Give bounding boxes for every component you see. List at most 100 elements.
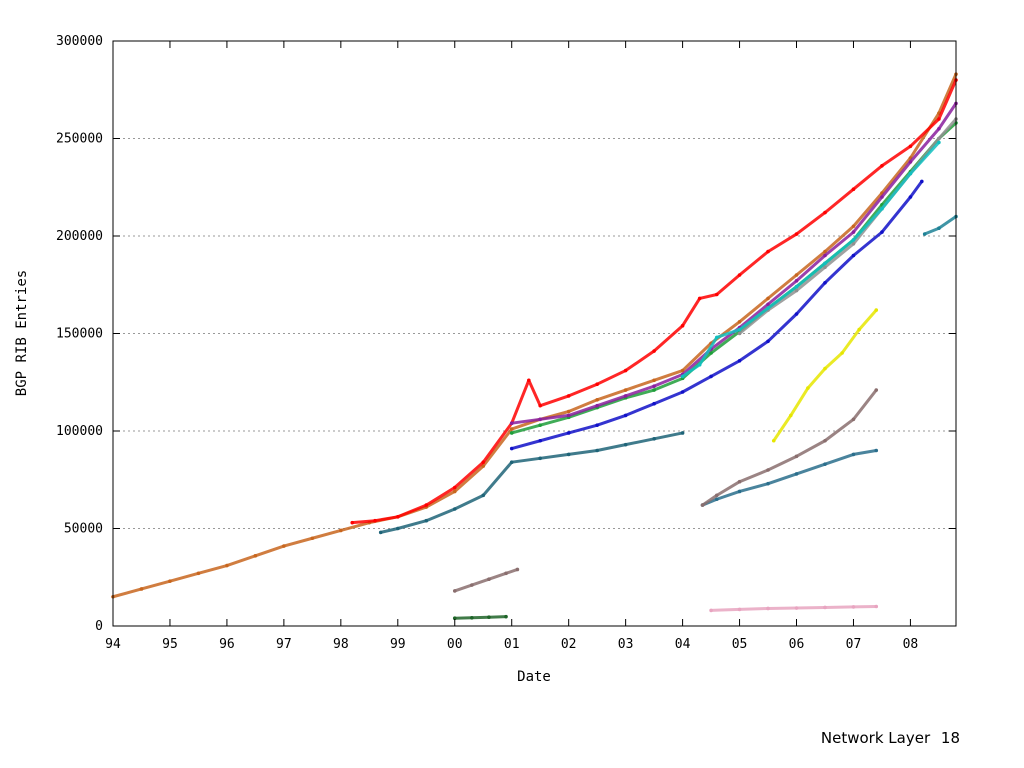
data-point <box>908 171 913 176</box>
series-cyan <box>680 140 941 379</box>
data-point <box>823 265 827 270</box>
x-tick-label: 06 <box>789 637 805 652</box>
data-point <box>937 126 941 131</box>
data-point <box>504 614 508 619</box>
data-point <box>908 160 913 164</box>
series-red <box>350 78 958 525</box>
x-tick-label: 94 <box>105 637 121 652</box>
data-point <box>623 413 628 418</box>
data-point <box>652 437 656 441</box>
data-point <box>509 460 514 465</box>
series-line <box>511 180 924 450</box>
series-line <box>924 215 957 236</box>
data-point <box>851 187 856 191</box>
data-point <box>282 544 286 548</box>
data-point <box>789 413 793 418</box>
data-point <box>395 526 400 531</box>
series-dark-green-early <box>452 614 508 620</box>
data-point <box>880 195 884 199</box>
data-point <box>823 281 827 285</box>
y-tick-label: 250000 <box>56 132 103 147</box>
data-point <box>527 378 531 383</box>
y-tick-label: 300000 <box>56 34 103 49</box>
data-point <box>697 296 702 301</box>
data-point <box>623 368 628 373</box>
data-point <box>823 438 827 443</box>
x-tick-label: 00 <box>447 637 463 652</box>
y-axis: 0 50000 100000 150000 200000 250000 300000 <box>56 34 956 634</box>
series-line <box>112 73 958 599</box>
series-layer <box>111 72 958 620</box>
data-point <box>851 605 856 609</box>
series-dark-teal <box>378 431 685 535</box>
data-point <box>823 261 827 266</box>
data-point <box>566 413 571 418</box>
y-tick-label: 150000 <box>56 327 103 342</box>
data-point <box>623 442 628 447</box>
series-pink <box>709 604 879 613</box>
data-point <box>794 472 799 476</box>
data-point <box>709 374 713 379</box>
series-yellow <box>771 308 879 443</box>
data-point <box>504 571 508 576</box>
y-tick-label: 50000 <box>64 522 103 537</box>
data-point <box>766 296 770 301</box>
data-point <box>538 438 542 443</box>
x-tick-label: 97 <box>276 637 292 652</box>
data-point <box>766 306 770 310</box>
data-point <box>851 253 856 258</box>
data-point <box>766 606 770 611</box>
data-point <box>737 327 742 332</box>
data-point <box>857 327 861 332</box>
data-point <box>766 302 770 307</box>
data-point <box>452 507 457 511</box>
data-point <box>168 579 172 583</box>
data-point <box>794 606 799 610</box>
data-point <box>652 378 656 383</box>
data-point <box>737 273 742 277</box>
data-point <box>766 249 770 254</box>
x-tick-label: 04 <box>675 637 691 652</box>
data-point <box>823 210 827 215</box>
data-point <box>481 464 486 468</box>
data-point <box>794 288 799 293</box>
data-point <box>714 292 719 297</box>
series-line <box>711 605 877 612</box>
data-point <box>595 403 599 408</box>
data-point <box>538 403 542 408</box>
data-point <box>680 390 685 394</box>
data-point <box>908 195 913 199</box>
series-blue <box>509 179 924 451</box>
data-point <box>714 493 719 498</box>
data-point <box>823 253 827 258</box>
data-point <box>771 438 776 443</box>
data-point <box>709 351 713 355</box>
data-point <box>652 349 656 353</box>
x-tick-label: 02 <box>561 637 577 652</box>
data-point <box>196 571 201 576</box>
data-point <box>595 448 599 453</box>
data-point <box>378 530 383 535</box>
y-tick-label: 100000 <box>56 424 103 439</box>
data-point <box>737 320 742 324</box>
data-point <box>922 232 927 236</box>
data-point <box>487 615 491 620</box>
data-point <box>880 206 884 211</box>
data-point <box>680 323 685 328</box>
data-point <box>851 230 856 234</box>
data-point <box>794 273 799 277</box>
data-point <box>823 249 827 254</box>
x-axis-title: Date <box>517 669 551 685</box>
data-point <box>851 224 856 229</box>
footer-page-number: 18 <box>940 729 960 747</box>
data-point <box>452 489 457 494</box>
series-teal-lower <box>700 448 879 507</box>
data-point <box>766 468 770 472</box>
series-line <box>701 389 878 507</box>
data-point <box>714 335 719 340</box>
data-point <box>481 460 486 465</box>
data-point <box>509 427 514 431</box>
data-point <box>566 409 571 414</box>
data-point <box>623 394 628 398</box>
data-point <box>470 583 474 587</box>
